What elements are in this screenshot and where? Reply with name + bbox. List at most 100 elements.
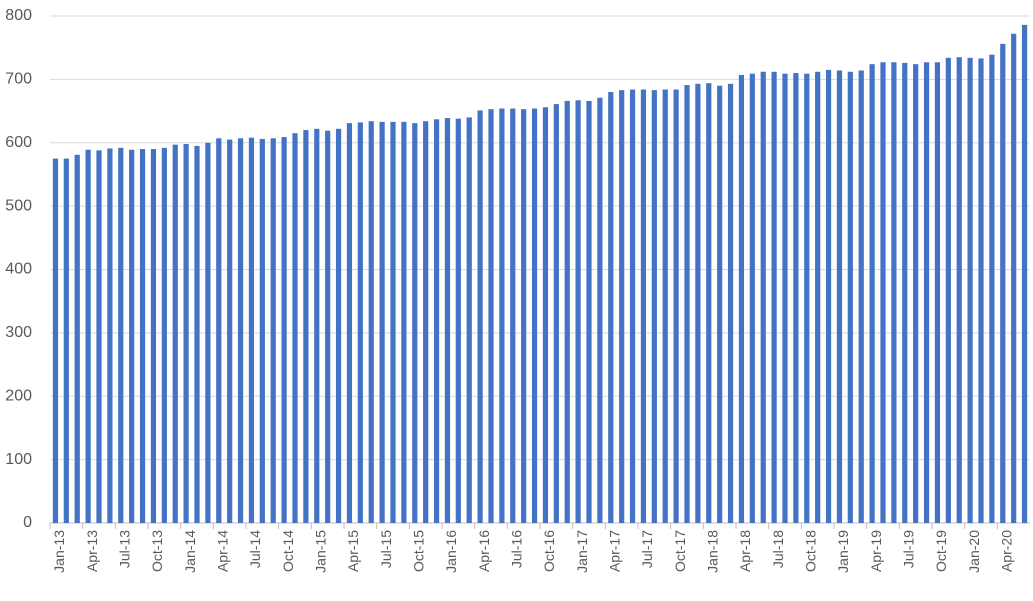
y-tick-label: 0 — [23, 514, 32, 531]
bar — [183, 144, 189, 523]
bar — [499, 108, 505, 523]
bar — [401, 121, 407, 524]
bar — [357, 122, 363, 523]
bar — [923, 62, 930, 524]
x-tick-label: Apr-18 — [737, 530, 753, 572]
bar — [629, 89, 636, 523]
bar — [608, 92, 614, 524]
x-tick-label: Jul-18 — [770, 530, 786, 568]
x-tick-label: Oct-18 — [802, 530, 818, 572]
bar — [477, 110, 483, 524]
bar — [771, 71, 777, 524]
bar — [825, 69, 832, 524]
x-tick-label: Oct-14 — [280, 530, 296, 572]
bar — [390, 121, 396, 524]
x-tick-label: Jul-13 — [116, 530, 132, 568]
x-tick-label: Jan-13 — [51, 530, 67, 573]
bar — [107, 148, 113, 524]
bar — [651, 90, 657, 524]
bar — [836, 70, 843, 523]
x-tick-label: Jan-19 — [835, 530, 851, 573]
bar — [684, 85, 690, 524]
x-tick-label: Jan-17 — [574, 530, 590, 573]
bar — [586, 100, 592, 524]
x-tick-label: Apr-20 — [998, 530, 1014, 572]
bar — [575, 100, 581, 523]
x-tick-label: Jan-20 — [966, 530, 982, 573]
bar — [1000, 43, 1006, 523]
bar — [172, 144, 178, 523]
x-tick-label: Oct-19 — [933, 530, 949, 572]
bar — [640, 89, 647, 523]
x-tick-label: Jan-18 — [704, 530, 720, 573]
bar — [325, 130, 331, 524]
bar — [815, 71, 821, 524]
bar — [553, 104, 559, 523]
bar — [303, 130, 309, 523]
x-tick-label: Jul-19 — [900, 530, 916, 568]
bar — [259, 138, 265, 523]
bar — [945, 57, 951, 523]
x-tick-label: Oct-17 — [672, 530, 688, 572]
y-tick-label: 600 — [5, 134, 32, 151]
y-tick-label: 200 — [5, 387, 32, 404]
bar — [967, 57, 973, 523]
bar — [891, 62, 897, 524]
bar — [139, 149, 146, 523]
bar — [858, 70, 864, 523]
x-tick-label: Apr-13 — [84, 530, 100, 572]
bar — [782, 73, 788, 523]
x-tick-label: Apr-19 — [868, 530, 884, 572]
bar — [194, 145, 200, 523]
bar — [466, 117, 472, 524]
x-tick-label: Jul-15 — [378, 530, 394, 568]
bar — [281, 137, 287, 523]
bar — [227, 139, 233, 524]
bar — [521, 109, 527, 523]
bar — [423, 121, 429, 523]
bar — [444, 118, 451, 523]
bar — [216, 138, 222, 523]
bar — [542, 107, 549, 523]
bar — [978, 58, 984, 524]
bar — [749, 73, 755, 523]
x-tick-label: Jan-14 — [182, 530, 198, 573]
bar — [738, 74, 745, 523]
bar — [956, 57, 962, 523]
bar — [564, 100, 570, 524]
bar — [597, 97, 603, 523]
bar — [531, 108, 538, 523]
y-tick-label: 500 — [5, 197, 32, 214]
bar — [869, 64, 875, 523]
bar — [368, 121, 374, 523]
x-tick-label: Apr-15 — [345, 530, 361, 572]
x-tick-label: Jul-14 — [247, 530, 263, 568]
x-tick-label: Jan-16 — [443, 530, 459, 573]
x-tick-label: Jan-15 — [312, 530, 328, 573]
bar — [96, 150, 102, 524]
x-tick-label: Apr-16 — [476, 530, 492, 572]
bar — [989, 54, 995, 523]
bar — [237, 138, 244, 523]
bar — [793, 73, 799, 523]
y-tick-label: 300 — [5, 324, 32, 341]
bar — [717, 85, 723, 524]
bar — [880, 62, 886, 524]
bar — [292, 133, 298, 523]
bar — [1011, 33, 1017, 524]
y-tick-label: 400 — [5, 261, 32, 278]
bar — [619, 90, 625, 524]
bar — [706, 83, 712, 524]
bar — [804, 73, 810, 523]
y-tick-label: 800 — [5, 7, 32, 24]
bar — [118, 147, 124, 523]
bar — [847, 71, 853, 524]
bar — [129, 149, 135, 523]
bar — [270, 138, 276, 523]
x-tick-label: Jul-16 — [508, 530, 524, 568]
bar — [314, 128, 320, 523]
bar — [662, 89, 668, 523]
bar — [488, 109, 494, 523]
bar — [760, 71, 766, 524]
bar — [1021, 24, 1028, 524]
